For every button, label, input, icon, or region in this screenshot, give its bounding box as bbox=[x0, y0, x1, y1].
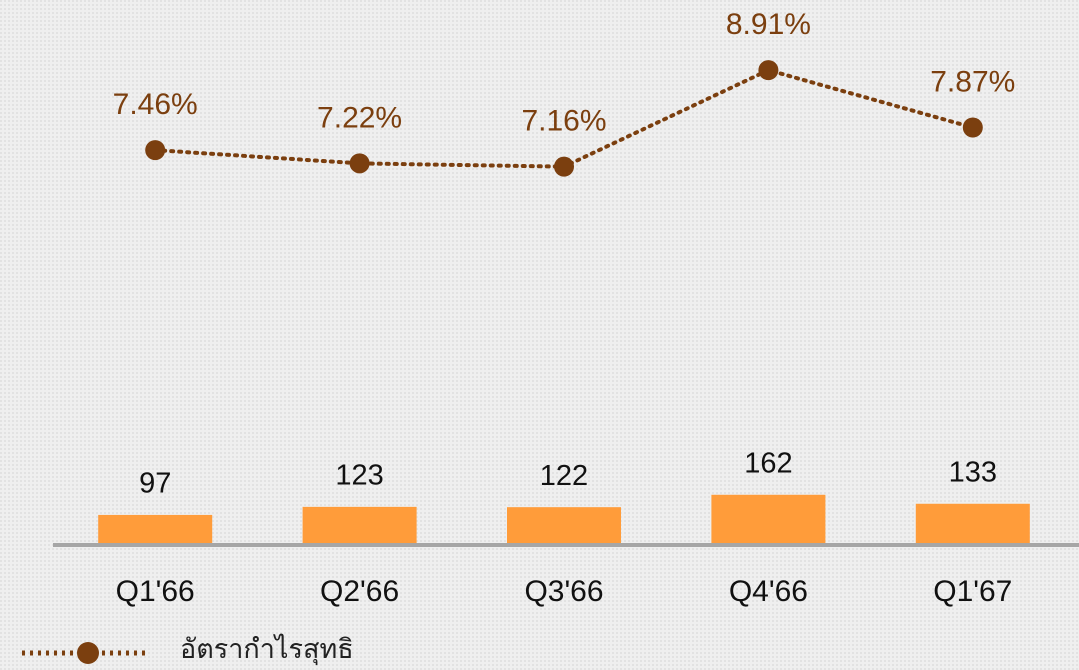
bar-value-label: 133 bbox=[949, 456, 997, 488]
line-marker bbox=[145, 140, 166, 161]
x-tick-label: Q3'66 bbox=[524, 575, 603, 608]
bar bbox=[915, 503, 1030, 545]
bar-value-label: 122 bbox=[540, 460, 588, 492]
bar-value-label: 162 bbox=[744, 447, 792, 479]
line-marker bbox=[349, 153, 370, 174]
bar-value-label: 97 bbox=[139, 468, 171, 500]
line-value-label: 7.87% bbox=[930, 65, 1015, 98]
line-value-label: 7.46% bbox=[113, 88, 198, 121]
line-marker bbox=[758, 60, 779, 81]
x-tick-label: Q1'66 bbox=[116, 575, 195, 608]
x-tick-label: Q4'66 bbox=[729, 575, 808, 608]
bar bbox=[98, 514, 213, 545]
legend-marker bbox=[77, 642, 99, 664]
bar bbox=[302, 506, 417, 545]
line-value-label: 7.16% bbox=[521, 105, 606, 138]
x-tick-label: Q2'66 bbox=[320, 575, 399, 608]
bar-value-label: 123 bbox=[335, 460, 383, 492]
line-value-label: 8.91% bbox=[726, 8, 811, 41]
line-marker bbox=[962, 117, 983, 138]
bar bbox=[507, 507, 621, 545]
bar bbox=[711, 494, 826, 545]
line-marker bbox=[554, 156, 574, 177]
x-tick-label: Q1'67 bbox=[933, 575, 1012, 608]
legend-label: อัตรากำไรสุทธิ bbox=[180, 634, 354, 666]
line-value-label: 7.22% bbox=[317, 101, 402, 134]
